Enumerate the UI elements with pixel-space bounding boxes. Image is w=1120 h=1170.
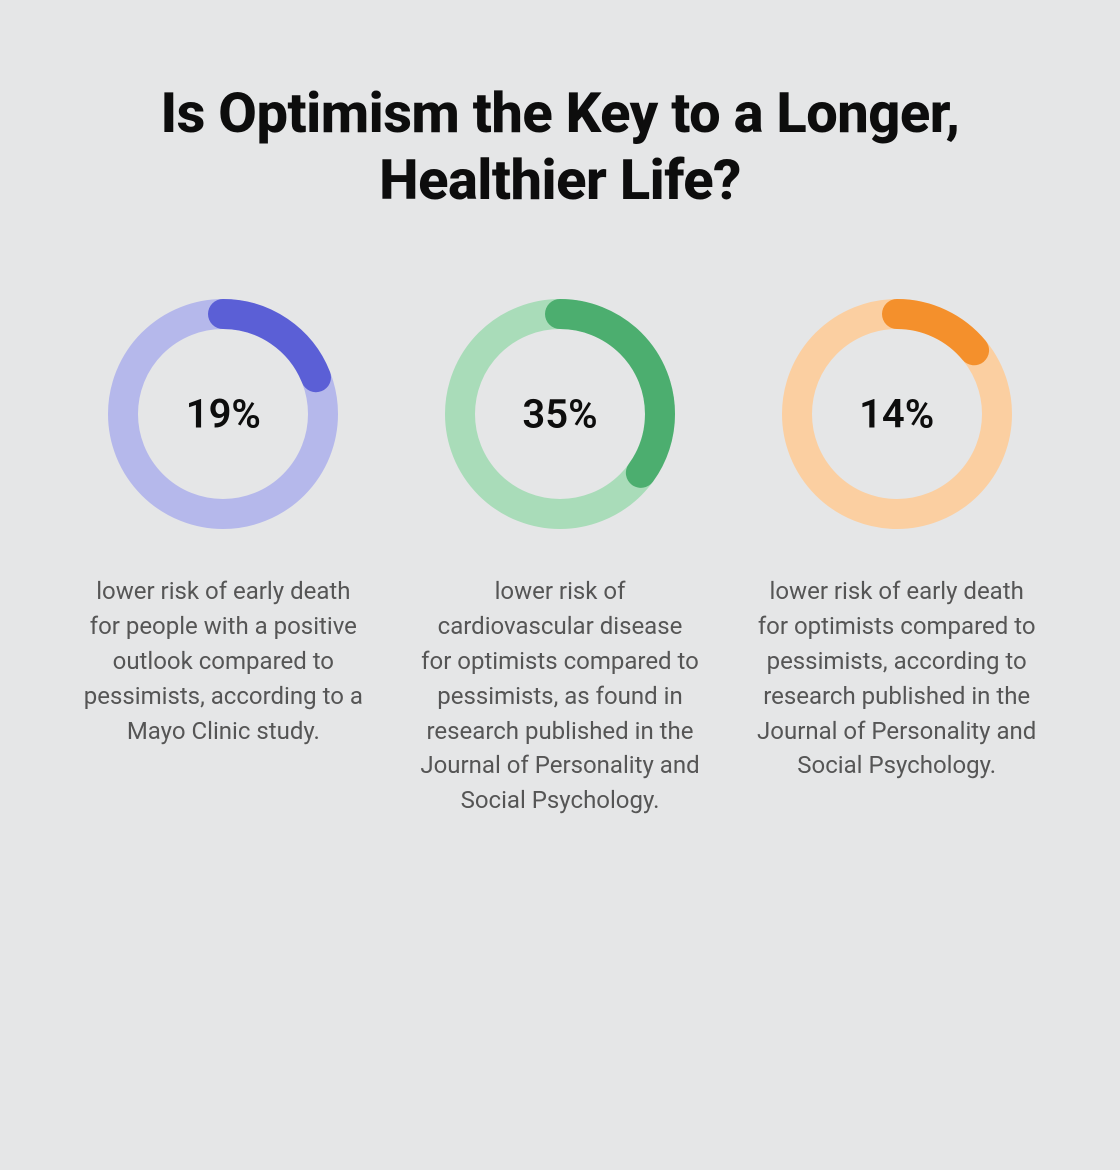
donut-label-3: 14% <box>859 391 934 438</box>
stat-description-2: lower risk of cardiovascular disease for… <box>420 574 700 818</box>
donut-chart-3: 14% <box>777 294 1017 534</box>
stats-row: 19% lower risk of early death for people… <box>70 294 1050 818</box>
stat-description-3: lower risk of early death for optimists … <box>757 574 1037 783</box>
page-title: Is Optimism the Key to a Longer, Healthi… <box>70 80 1050 214</box>
donut-label-2: 35% <box>522 391 597 438</box>
donut-chart-1: 19% <box>103 294 343 534</box>
stat-description-1: lower risk of early death for people wit… <box>83 574 363 748</box>
donut-chart-2: 35% <box>440 294 680 534</box>
donut-label-1: 19% <box>186 391 261 438</box>
stat-column-2: 35% lower risk of cardiovascular disease… <box>407 294 714 818</box>
stat-column-1: 19% lower risk of early death for people… <box>70 294 377 818</box>
stat-column-3: 14% lower risk of early death for optimi… <box>743 294 1050 818</box>
